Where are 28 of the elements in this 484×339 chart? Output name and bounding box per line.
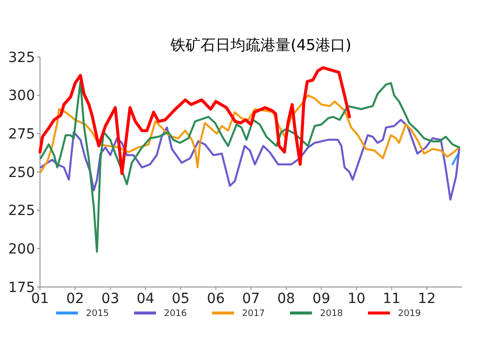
y-tick-label: 325 <box>8 50 35 66</box>
line-series <box>40 94 460 173</box>
x-tick-label: 09 <box>312 291 330 307</box>
y-tick-label: 250 <box>8 164 35 181</box>
chart-title: 铁矿石日均疏港量(45港口) <box>170 36 352 54</box>
y-tick-label: 300 <box>8 88 35 104</box>
x-tick-label: 02 <box>66 291 84 307</box>
x-tick-label: 03 <box>101 291 120 307</box>
x-tick-label: 05 <box>172 291 190 307</box>
y-tick-label: 225 <box>8 203 35 220</box>
x-tick-label: 07 <box>242 291 260 307</box>
x-tick-label: 10 <box>348 291 366 307</box>
x-tick-label: 11 <box>382 291 401 307</box>
legend-label: 2019 <box>398 309 422 320</box>
x-tick-label: 12 <box>418 291 436 307</box>
y-tick-label: 275 <box>8 126 35 143</box>
x-tick-label: 01 <box>31 291 49 307</box>
x-tick-label: 04 <box>136 291 154 307</box>
line-series <box>38 66 351 176</box>
line-series <box>40 80 460 253</box>
x-tick-label: 08 <box>277 291 296 307</box>
legend-label: 2015 <box>86 309 109 320</box>
legend-label: 2016 <box>164 309 188 320</box>
x-tick-label: 06 <box>206 291 225 307</box>
y-tick-label: 200 <box>8 242 35 258</box>
legend-label: 2017 <box>242 309 265 320</box>
legend-label: 2018 <box>320 309 344 320</box>
line-series <box>40 118 460 201</box>
